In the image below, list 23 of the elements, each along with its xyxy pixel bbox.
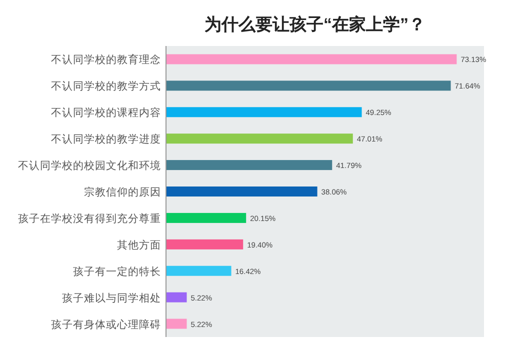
bar	[166, 160, 332, 170]
y-tick-label: 孩子在学校没有得到充分尊重	[18, 212, 161, 225]
bar	[166, 107, 362, 118]
y-tick-label: 不认同学校的教学进度	[51, 132, 161, 146]
bar	[166, 239, 244, 250]
y-tick-label: 不认同学校的课程内容	[51, 106, 161, 120]
bar	[166, 318, 187, 329]
y-tick-label: 孩子有身体或心理障碍	[51, 318, 161, 331]
bar	[166, 80, 451, 91]
chart-title: 为什么要让孩子“在家上学”？	[204, 15, 426, 34]
y-tick-label: 孩子有一定的特长	[73, 264, 161, 278]
bar	[166, 266, 232, 276]
bar	[166, 186, 318, 196]
bar	[166, 134, 353, 144]
y-tick-label: 其他方面	[117, 238, 161, 252]
bar	[166, 212, 246, 223]
bar	[166, 292, 187, 302]
y-tick-label: 不认同学校的教育理念	[51, 53, 161, 66]
y-tick-label: 孩子难以与同学相处	[62, 291, 161, 304]
y-tick-label: 宗教信仰的原因	[84, 186, 161, 198]
bar	[166, 54, 457, 64]
y-tick-label: 不认同学校的教学方式	[51, 80, 161, 93]
y-tick-label: 不认同学校的校园文化和环境	[18, 159, 161, 172]
